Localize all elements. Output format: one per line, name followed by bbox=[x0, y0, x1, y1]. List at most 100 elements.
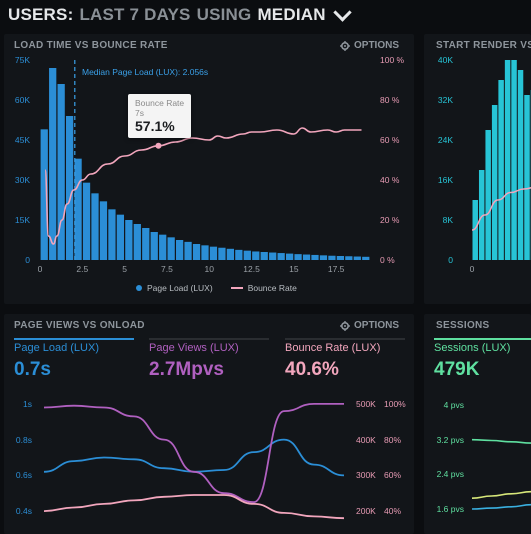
page-views-options-button[interactable]: OPTIONS bbox=[340, 320, 399, 331]
load-bar[interactable] bbox=[49, 68, 57, 260]
x-tick: 2.5 bbox=[76, 264, 89, 274]
start-render-bar[interactable] bbox=[478, 170, 485, 260]
load-bar[interactable] bbox=[319, 255, 328, 260]
load-bar[interactable] bbox=[74, 158, 82, 260]
sessions-line[interactable] bbox=[472, 438, 531, 444]
start-render-title: START RENDER VS B bbox=[436, 40, 531, 51]
tab-page-views-label: Page Views (LUX) bbox=[149, 342, 239, 354]
legend-bar-label: Page Load (LUX) bbox=[147, 283, 213, 293]
load-bar[interactable] bbox=[192, 244, 201, 260]
median-label: Median Page Load (LUX): 2.056s bbox=[82, 67, 209, 77]
start-render-bar[interactable] bbox=[491, 105, 498, 260]
load-bar[interactable] bbox=[108, 209, 116, 260]
load-bar[interactable] bbox=[82, 182, 91, 260]
load-bar[interactable] bbox=[142, 228, 150, 260]
load-bar[interactable] bbox=[269, 252, 277, 260]
x-tick: 12.5 bbox=[243, 264, 260, 274]
load-time-options-button[interactable]: OPTIONS bbox=[340, 40, 399, 51]
load-time-chart[interactable] bbox=[40, 60, 370, 260]
load-bar[interactable] bbox=[201, 245, 209, 260]
load-bar[interactable] bbox=[243, 250, 251, 260]
start-render-bar[interactable] bbox=[485, 130, 491, 260]
load-bar[interactable] bbox=[277, 253, 285, 260]
tab-bounce-rate-label: Bounce Rate (LUX) bbox=[285, 342, 381, 354]
load-bar[interactable] bbox=[345, 256, 353, 260]
tab-page-load[interactable]: Page Load (LUX) 0.7s bbox=[14, 338, 134, 382]
load-bar[interactable] bbox=[209, 246, 218, 260]
pv-y-right-b-tick: 60% bbox=[384, 470, 402, 481]
page-load-line[interactable] bbox=[44, 438, 344, 477]
tab-sessions[interactable]: Sessions (LUX) 479K bbox=[434, 338, 531, 382]
load-bar[interactable] bbox=[167, 237, 175, 260]
load-bar[interactable] bbox=[91, 193, 99, 260]
start-render-line[interactable] bbox=[472, 184, 531, 231]
y-left-tick: 0 bbox=[25, 255, 30, 265]
x-tick: 0 bbox=[37, 264, 43, 274]
load-bar[interactable] bbox=[159, 234, 167, 260]
tab-sessions-value: 479K bbox=[434, 359, 480, 380]
start-render-bar[interactable] bbox=[504, 60, 511, 260]
options-label: OPTIONS bbox=[354, 320, 400, 331]
load-bar[interactable] bbox=[150, 232, 158, 260]
bounce-rate-line[interactable] bbox=[44, 494, 344, 520]
pv-y-right-a-tick: 300K bbox=[356, 470, 376, 481]
page-views-line[interactable] bbox=[44, 403, 344, 504]
load-bar[interactable] bbox=[235, 249, 243, 260]
sr-y-tick: 0 bbox=[448, 255, 453, 265]
x-tick: 17.5 bbox=[327, 264, 345, 274]
tooltip-sub: 7s bbox=[135, 108, 144, 118]
pv-y-right-a-tick: 400K bbox=[356, 434, 376, 445]
start-render-bar[interactable] bbox=[472, 200, 478, 260]
tab-bounce-rate[interactable]: Bounce Rate (LUX) 40.6% bbox=[285, 338, 405, 382]
sr-y-tick: 40K bbox=[437, 55, 453, 65]
load-bar[interactable] bbox=[252, 251, 260, 260]
tooltip-value: 57.1% bbox=[135, 118, 175, 134]
header-metric: MEDIAN bbox=[257, 5, 326, 24]
header-using: USING bbox=[196, 5, 252, 24]
load-bar[interactable] bbox=[133, 224, 141, 260]
load-bar[interactable] bbox=[40, 129, 48, 260]
load-bar[interactable] bbox=[302, 254, 311, 260]
pv-y-right-b-tick: 80% bbox=[384, 434, 402, 445]
load-bar[interactable] bbox=[336, 256, 345, 260]
pv-y-right-a-tick: 500K bbox=[356, 398, 376, 409]
y-right-tick: 60 % bbox=[380, 135, 400, 145]
bounce-rate-point[interactable] bbox=[155, 142, 162, 149]
bounce-rate-line[interactable] bbox=[44, 127, 362, 245]
pv-y-right-b-tick: 40% bbox=[384, 506, 402, 517]
start-render-chart[interactable] bbox=[472, 60, 531, 260]
sessions-line[interactable] bbox=[472, 503, 531, 510]
y-left-tick: 15K bbox=[14, 215, 30, 225]
start-render-bar[interactable] bbox=[524, 95, 530, 260]
load-bar[interactable] bbox=[218, 247, 226, 260]
page-views-chart[interactable] bbox=[44, 395, 344, 520]
y-left-tick: 45K bbox=[14, 135, 30, 145]
load-bar[interactable] bbox=[260, 252, 268, 260]
load-bar[interactable] bbox=[285, 253, 294, 260]
load-bar[interactable] bbox=[175, 240, 184, 260]
tab-bounce-rate-value: 40.6% bbox=[285, 359, 339, 380]
load-bar[interactable] bbox=[353, 256, 361, 260]
load-bar[interactable] bbox=[294, 254, 302, 260]
load-bar[interactable] bbox=[57, 84, 65, 260]
load-bar[interactable] bbox=[328, 255, 336, 260]
y-left-tick: 60K bbox=[14, 95, 30, 105]
load-bar[interactable] bbox=[116, 214, 125, 260]
start-render-bar[interactable] bbox=[517, 70, 524, 260]
load-bar[interactable] bbox=[65, 116, 74, 260]
sessions-line[interactable] bbox=[472, 490, 531, 499]
load-bar[interactable] bbox=[125, 220, 133, 260]
dashboard-header[interactable]: USERS: LAST 7 DAYS USING MEDIAN bbox=[8, 2, 352, 26]
start-render-bar[interactable] bbox=[511, 60, 517, 260]
load-bar[interactable] bbox=[362, 256, 370, 260]
load-bar[interactable] bbox=[184, 241, 192, 260]
chevron-down-icon[interactable] bbox=[333, 2, 352, 22]
load-bar[interactable] bbox=[311, 254, 319, 260]
load-bar[interactable] bbox=[226, 248, 235, 260]
load-bar[interactable] bbox=[99, 201, 108, 260]
sessions-y-tick: 4 pvs bbox=[443, 400, 464, 410]
start-render-bar[interactable] bbox=[498, 80, 504, 260]
sessions-chart[interactable] bbox=[472, 392, 531, 522]
tab-page-views[interactable]: Page Views (LUX) 2.7Mpvs bbox=[149, 338, 269, 382]
sr-y-tick: 24K bbox=[437, 135, 453, 145]
